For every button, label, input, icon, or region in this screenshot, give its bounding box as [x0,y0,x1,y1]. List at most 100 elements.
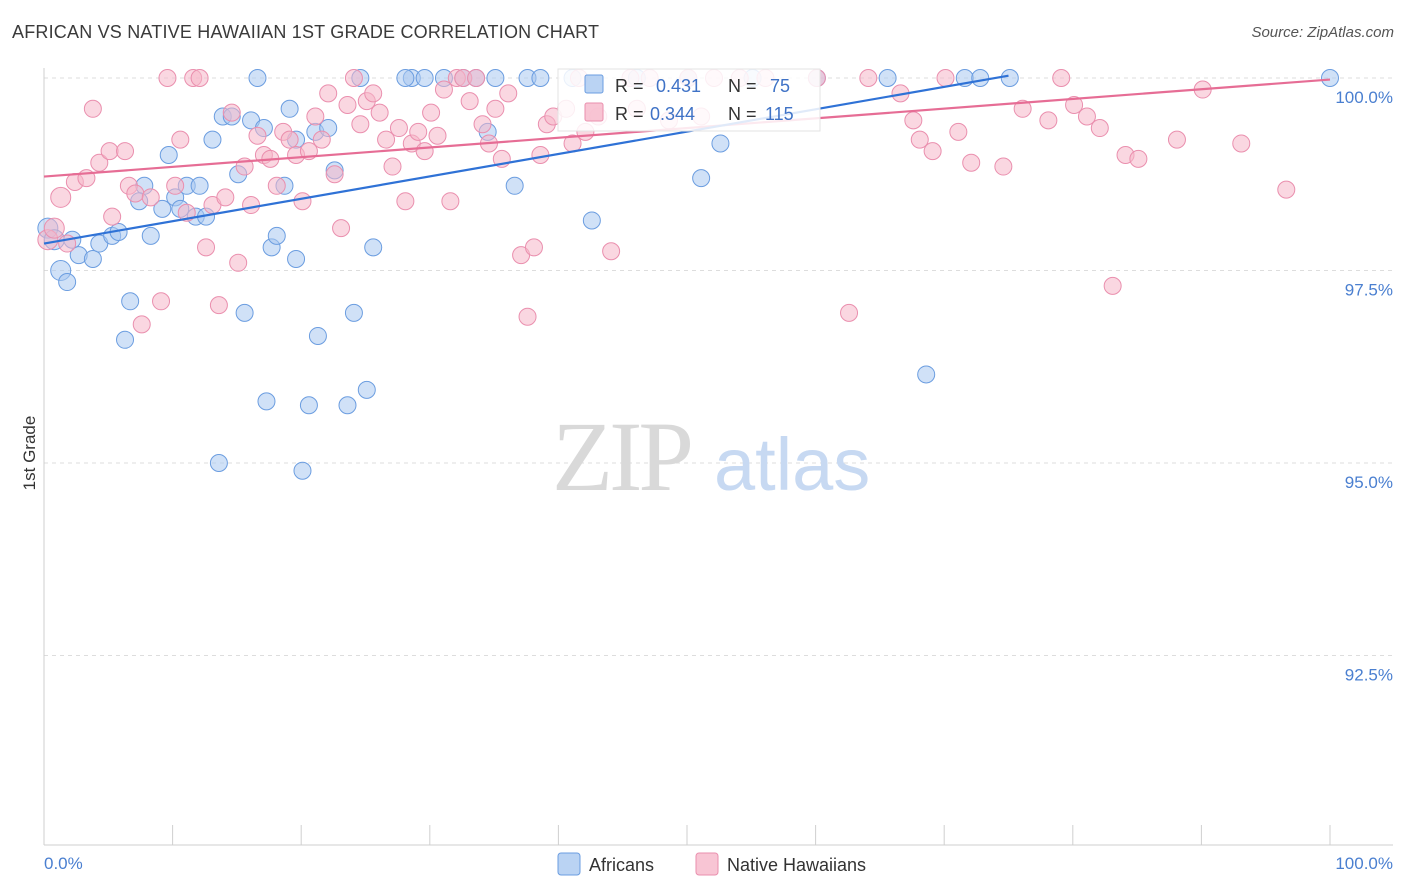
stats-n-value-africans: 75 [770,76,790,96]
native-hawaiians-point [1065,95,1084,114]
native-hawaiians-point [43,217,65,239]
africans-point [287,249,306,268]
native-hawaiians-point [171,130,190,149]
africans-point [344,303,363,322]
stats-r-value-africans: 0.431 [656,76,701,96]
native-hawaiians-point [312,130,331,149]
native-hawaiians-point [1090,119,1109,138]
series-native-hawaiians [37,69,1296,334]
native-hawaiians-point [132,315,151,334]
africans-point [141,226,160,245]
africans-point [267,226,286,245]
native-hawaiians-point [1052,69,1071,87]
africans-point [153,199,172,218]
native-hawaiians-point [216,188,235,207]
africans-trendline [43,74,1009,245]
africans-point [83,249,102,268]
native-hawaiians-point [222,103,241,122]
africans-point [308,326,327,345]
native-hawaiians-point [116,142,135,161]
native-hawaiians-point [319,84,338,103]
native-hawaiians-point [1167,130,1186,149]
africans-point [203,130,222,149]
axes [43,68,1393,846]
stats-swatch-native-hawaiians [584,102,604,122]
native-hawaiians-point [518,307,537,326]
africans-point [1000,69,1019,87]
native-hawaiians-point [441,192,460,211]
stats-swatch-africans [584,74,604,94]
native-hawaiians-point [428,126,447,145]
native-hawaiians-point [248,126,267,145]
africans-point [396,69,415,87]
native-hawaiians-point [524,238,543,257]
africans-point [878,69,897,87]
africans-point [58,273,77,292]
africans-point [1321,69,1339,87]
native-hawaiians-point [1077,107,1096,126]
africans-point [159,146,178,164]
y-axis-title: 1st Grade [20,416,39,491]
legend-swatch-africans [557,852,581,876]
native-hawaiians-point [293,192,312,211]
native-hawaiians-point [1277,180,1296,199]
native-hawaiians-point [90,153,109,172]
native-hawaiians-point [486,99,505,118]
native-hawaiians-point [994,157,1013,176]
native-hawaiians-point [242,196,261,215]
native-hawaiians-point [370,103,389,122]
native-hawaiians-point [280,130,299,149]
africans-point [582,211,601,230]
x-tick-label-right: 100.0% [1335,854,1393,873]
y-tick-labels: 100.0% 97.5% 95.0% 92.5% [1335,88,1393,685]
africans-point [293,461,312,480]
africans-point [364,238,383,257]
native-hawaiians-point [332,219,351,238]
y-tick-label: 100.0% [1335,88,1393,107]
native-hawaiians-point [197,238,216,257]
africans-point [692,169,711,188]
native-hawaiians-point [1013,99,1032,118]
native-hawaiians-point [306,107,325,126]
legend-swatch-native-hawaiians [695,852,719,876]
x-tick-label-left: 0.0% [44,854,83,873]
native-hawaiians-point [1039,111,1058,130]
native-hawaiians-point [936,69,955,87]
native-hawaiians-point [141,188,160,207]
native-hawaiians-point [209,296,228,315]
native-hawaiians-point [83,99,102,118]
watermark-atlas: atlas [714,423,870,506]
native-hawaiians-point [50,186,72,208]
stats-r-value-native-hawaiians: 0.344 [650,104,695,124]
stats-n-value-native-hawaiians: 115 [765,104,794,124]
native-hawaiians-point [531,146,550,164]
native-hawaiians-point [904,111,923,130]
native-hawaiians-point [229,253,248,272]
y-tick-label: 95.0% [1345,473,1393,492]
native-hawaiians-point [152,292,171,311]
chart-source: Source: ZipAtlas.com [1251,24,1394,41]
native-hawaiians-point [126,184,145,203]
y-tick-label: 97.5% [1345,281,1393,300]
stats-r-label-native-hawaiians: R = [615,104,644,124]
legend-label-native-hawaiians: Native Hawaiians [727,855,866,875]
native-hawaiians-point [325,165,344,184]
native-hawaiians-point [962,153,981,172]
native-hawaiians-point [1129,149,1148,168]
native-hawaiians-point [396,192,415,211]
africans-point [235,303,254,322]
native-hawaiians-point [103,207,122,226]
native-hawaiians-point [389,119,408,138]
africans-point [357,380,376,399]
native-hawaiians-point [473,115,492,134]
native-hawaiians-point [377,130,396,149]
stats-r-label-africans: R = [615,76,644,96]
native-hawaiians-point [434,80,453,99]
chart-title: AFRICAN VS NATIVE HAWAIIAN 1ST GRADE COR… [12,22,600,42]
native-hawaiians-point [190,69,209,87]
native-hawaiians-point [100,142,119,161]
native-hawaiians-point [949,122,968,141]
stats-n-label-africans: N = [728,76,757,96]
watermark-zip: ZIP [552,401,690,512]
